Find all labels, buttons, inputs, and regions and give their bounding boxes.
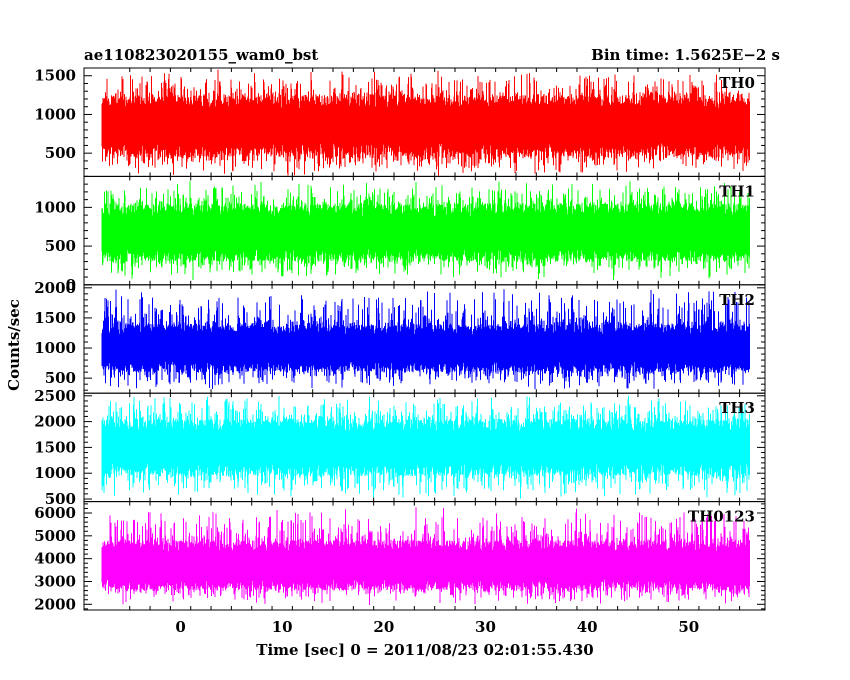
series-th1 [101, 181, 750, 281]
panel-th0: 500 1000 1500 TH0 [34, 67, 766, 177]
x-tick-label: 50 [678, 618, 699, 636]
y-tick-label: 2000 [34, 595, 76, 613]
y-tick-label: 500 [45, 144, 76, 162]
y-tick-label: 5000 [34, 527, 76, 545]
series-th0123 [101, 507, 750, 605]
y-tick-label: 1000 [34, 105, 76, 123]
panel-label: TH2 [719, 291, 755, 309]
x-tick-label: 10 [272, 618, 293, 636]
panel-th2: 500 1000 1500 2000 TH2 [34, 279, 766, 394]
panel-label: TH1 [719, 182, 755, 200]
panel-frame [83, 501, 766, 611]
x-tick-label: 0 [175, 618, 185, 636]
x-tick-label: 30 [475, 618, 496, 636]
y-tick-label: 1000 [34, 339, 76, 357]
y-tick-label: 6000 [34, 504, 76, 522]
panel-th1: 0 500 1000 TH1 [34, 175, 766, 294]
panel-label: TH0 [719, 74, 755, 92]
y-tick-label: 500 [45, 237, 76, 255]
bin-time-label: Bin time: 1.5625E−2 s [591, 46, 780, 64]
series-th3 [101, 395, 750, 499]
y-tick-label: 1500 [34, 438, 76, 456]
y-tick-label: 1500 [34, 309, 76, 327]
x-tick-label: 40 [577, 618, 598, 636]
y-tick-label: 2500 [34, 387, 76, 405]
y-tick-label: 1000 [34, 464, 76, 482]
x-axis-title: Time [sec] 0 = 2011/08/23 02:01:55.430 [256, 641, 593, 659]
panel-label: TH3 [719, 399, 755, 417]
x-tick-label: 20 [373, 618, 394, 636]
y-tick-label: 500 [45, 369, 76, 387]
y-axis-title: Counts/sec [5, 299, 23, 391]
y-tick-label: 2000 [34, 279, 76, 297]
y-tick-label: 500 [45, 490, 76, 508]
y-tick-label: 3000 [34, 572, 76, 590]
series-th0 [101, 69, 750, 176]
y-tick-label: 1500 [34, 67, 76, 85]
plot-title: ae110823020155_wam0_bst [84, 46, 318, 64]
panel-th0123: 2000 3000 4000 5000 6000 TH0123 [34, 501, 766, 613]
series-th2 [101, 289, 750, 390]
y-tick-label: 2000 [34, 413, 76, 431]
panel-label: TH0123 [688, 508, 755, 526]
y-tick-label: 0 [66, 276, 76, 294]
y-tick-label: 1000 [34, 198, 76, 216]
y-tick-label: 4000 [34, 550, 76, 568]
panel-th3: 500 1000 1500 2000 2500 TH3 [34, 387, 766, 508]
